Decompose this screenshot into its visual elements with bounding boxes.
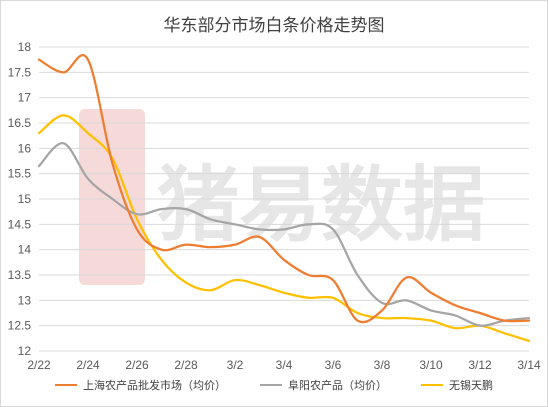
legend-item-shanghai: 上海农产品批发市场（均价） (55, 377, 226, 393)
watermark-logo (79, 109, 145, 285)
legend-swatch-shanghai (55, 384, 77, 386)
y-tick-label: 12 (18, 344, 32, 358)
y-tick-label: 17 (18, 91, 32, 105)
x-tick-label: 2/26 (125, 358, 149, 372)
legend-swatch-wuxi (421, 384, 443, 386)
legend-label-shanghai: 上海农产品批发市场（均价） (83, 379, 226, 392)
x-tick-label: 2/28 (174, 358, 198, 372)
y-tick-label: 13 (18, 293, 32, 307)
y-tick-label: 15 (18, 192, 32, 206)
x-tick-label: 2/22 (27, 358, 51, 372)
x-tick-label: 3/6 (325, 358, 342, 372)
legend-label-wuxi: 无锡天鹏 (449, 379, 493, 392)
y-tick-label: 14 (18, 243, 32, 257)
series-line-wuxi (37, 114, 531, 342)
x-tick-label: 3/10 (419, 358, 443, 372)
x-tick-label: 3/2 (227, 358, 244, 372)
legend-item-wuxi: 无锡天鹏 (421, 377, 493, 393)
y-tick-label: 16 (18, 141, 32, 155)
legend: 上海农产品批发市场（均价） 阜阳农产品（均价） 无锡天鹏 (1, 377, 547, 393)
y-tick-label: 14.5 (8, 217, 32, 231)
watermark-text: 猪易数据 (157, 158, 485, 253)
legend-item-fuyang: 阜阳农产品（均价） (260, 377, 387, 393)
y-tick-label: 15.5 (8, 167, 32, 181)
x-tick-label: 3/14 (517, 358, 541, 372)
series-line-shanghai (37, 54, 531, 324)
series-line-fuyang (37, 142, 531, 327)
chart-title: 华东部分市场白条价格走势图 (163, 16, 385, 36)
legend-swatch-fuyang (260, 384, 282, 386)
x-tick-label: 3/4 (276, 358, 293, 372)
legend-label-fuyang: 阜阳农产品（均价） (288, 379, 387, 392)
x-tick-label: 2/24 (76, 358, 100, 372)
x-tick-label: 3/8 (374, 358, 391, 372)
y-tick-label: 12.5 (8, 319, 32, 333)
y-tick-label: 16.5 (8, 116, 32, 130)
y-tick-label: 18 (18, 40, 32, 54)
y-tick-label: 17.5 (8, 65, 32, 79)
x-tick-label: 3/12 (468, 358, 492, 372)
y-tick-label: 13.5 (8, 268, 32, 282)
